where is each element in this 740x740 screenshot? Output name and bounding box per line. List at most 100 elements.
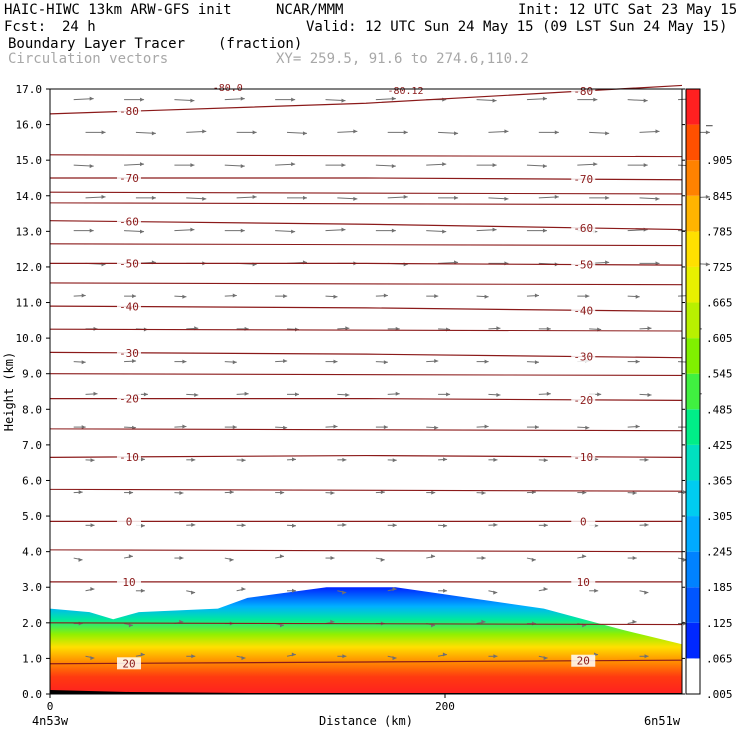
isotherm-label: 10 <box>122 576 135 589</box>
circulation-vector <box>387 655 397 661</box>
circulation-vector <box>73 360 86 365</box>
colorbar-label: .725 <box>706 261 733 274</box>
isotherm-line <box>49 202 683 206</box>
circulation-vector <box>639 654 649 659</box>
y-tick-label: 7.0 <box>22 439 42 452</box>
colorbar-label: .005 <box>706 688 733 701</box>
circulation-vector <box>589 588 599 593</box>
circulation-vector <box>275 97 296 102</box>
x-axis-label: Distance (km) <box>319 714 413 728</box>
circulation-vector <box>577 490 587 495</box>
circulation-vector <box>426 162 447 167</box>
isotherm-label: -30 <box>573 351 593 364</box>
circulation-vector <box>174 294 187 299</box>
colorbar-label: .125 <box>706 617 733 630</box>
circulation-vector <box>287 588 296 593</box>
circulation-vector <box>186 129 207 134</box>
circulation-vector <box>287 195 307 200</box>
circulation-vector <box>224 360 237 365</box>
circulation-vector <box>476 424 489 429</box>
isotherm-label: -30 <box>119 347 139 360</box>
colorbar-label: .065 <box>706 652 733 665</box>
isotherm-label: -10 <box>573 451 593 464</box>
circulation-vector <box>387 391 400 396</box>
colorbar-label: .665 <box>706 297 733 310</box>
circulation-vector <box>135 588 145 593</box>
y-tick-label: 16.0 <box>16 119 43 132</box>
x-tick-label: 200 <box>435 700 455 713</box>
colorbar-swatch <box>686 444 700 481</box>
circulation-vector <box>174 424 187 429</box>
circulation-vector <box>387 130 408 135</box>
circulation-vector <box>639 392 652 397</box>
circulation-vector <box>325 294 338 299</box>
isotherm-line <box>49 154 683 158</box>
colorbar-swatch <box>686 160 700 196</box>
circulation-vector <box>275 294 288 299</box>
circulation-vector <box>488 326 501 331</box>
xy-range: XY= 259.5, 91.6 to 274.6,110.2 <box>276 51 529 67</box>
circulation-vector <box>577 294 590 299</box>
colorbar-label: .545 <box>706 368 733 381</box>
circulation-vector <box>85 587 95 592</box>
circulation-vector <box>174 227 195 232</box>
circulation-vector <box>275 162 296 167</box>
colorbar-swatch <box>686 516 700 552</box>
colorbar-swatch <box>686 587 700 623</box>
circulation-vector <box>73 96 94 101</box>
circulation-vector <box>438 457 448 462</box>
model-title: HAIC-HIWC 13km ARW-GFS init <box>4 2 232 18</box>
colorbar-label: .485 <box>706 403 733 416</box>
circulation-vector <box>224 96 245 101</box>
circulation-vector <box>85 194 106 199</box>
circulation-vector <box>488 590 498 595</box>
colorbar-label: .365 <box>706 474 733 487</box>
circulation-vector <box>538 655 548 661</box>
circulation-vector <box>526 96 547 101</box>
circulation-vector <box>627 98 648 103</box>
circulation-vector <box>438 392 451 397</box>
circulation-vector <box>123 623 133 628</box>
circulation-vector <box>287 392 299 397</box>
circulation-vector <box>135 195 156 200</box>
y-tick-label: 12.0 <box>16 261 43 274</box>
circulation-vector <box>124 490 134 495</box>
circulation-vector <box>426 425 439 430</box>
circulation-vector <box>286 652 296 657</box>
init-time: Init: 12 UTC Sat 23 May 15 <box>518 2 738 18</box>
circulation-vector <box>627 556 637 561</box>
isotherm-label: 10 <box>577 576 590 589</box>
circulation-vector <box>73 228 94 233</box>
circulation-vector <box>73 425 86 430</box>
circulation-vector <box>174 556 184 561</box>
org-label: NCAR/MMM <box>276 2 344 18</box>
circulation-vector <box>627 619 637 625</box>
colorbar-label: .185 <box>706 581 733 594</box>
circulation-vector <box>488 457 498 462</box>
circulation-vector <box>174 359 187 364</box>
circulation-vector <box>186 196 207 201</box>
circulation-vector <box>325 359 338 364</box>
circulation-vector <box>639 129 660 134</box>
x-end-label-right: 6n51w <box>644 714 681 728</box>
circulation-vector <box>325 98 346 103</box>
circulation-vector <box>375 96 396 101</box>
colorbar-swatch <box>686 622 700 659</box>
y-axis-label: Height (km) <box>2 352 16 431</box>
circulation-vector <box>337 522 347 527</box>
circulation-vector <box>236 655 246 661</box>
circulation-vector <box>488 261 509 266</box>
circulation-vector <box>236 194 257 199</box>
circulation-vector <box>337 196 358 201</box>
circulation-vector <box>476 227 497 232</box>
circulation-vector <box>577 425 590 430</box>
colorbar-swatch <box>686 89 700 125</box>
circulation-vector <box>476 359 489 364</box>
colorbar-swatch <box>686 373 700 410</box>
colorbar-swatch <box>686 302 700 339</box>
colorbar-swatch <box>686 658 700 694</box>
circulation-vector <box>426 294 439 299</box>
colorbar-swatch <box>686 480 700 517</box>
colorbar-label: .245 <box>706 546 733 559</box>
circulation-vector <box>85 523 95 528</box>
